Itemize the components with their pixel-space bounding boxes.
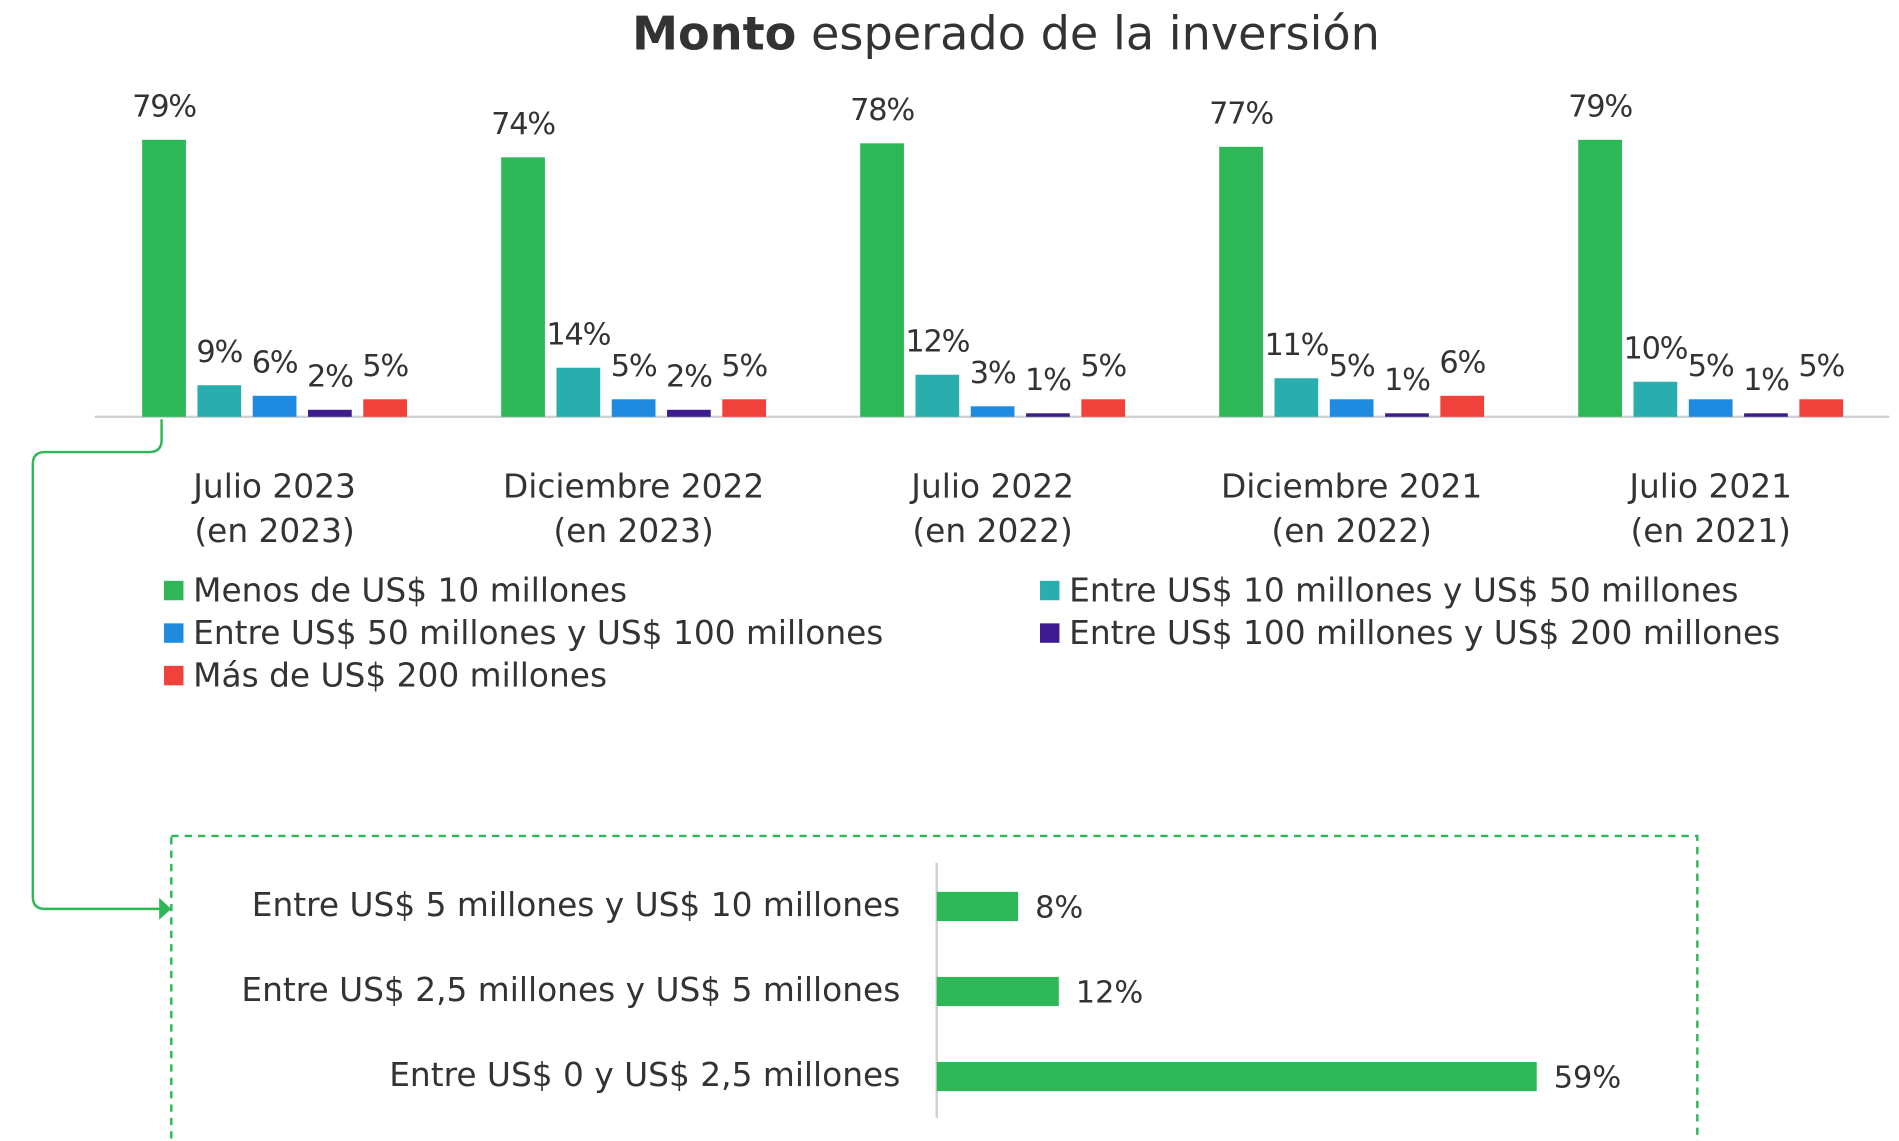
category-label: Diciembre 2022 (en 2023) (503, 467, 764, 550)
bar (1219, 146, 1263, 417)
value-label: 10% (1623, 332, 1687, 367)
bar (1081, 399, 1126, 417)
legend-swatch (1040, 623, 1060, 643)
value-label: 12% (1076, 975, 1143, 1010)
value-label: 78% (850, 93, 914, 128)
bar (1744, 413, 1788, 417)
value-label: 5% (611, 349, 657, 384)
connector-arrow (159, 897, 172, 920)
category-line: (en 2023) (553, 512, 713, 550)
legend-label: Entre US$ 100 millones y US$ 200 millone… (1069, 614, 1780, 652)
category-line: Julio 2021 (1627, 467, 1792, 505)
bar (197, 385, 242, 417)
legend-swatch (164, 665, 184, 686)
value-label: 77% (1209, 97, 1273, 132)
value-label: 3% (970, 356, 1016, 391)
category-label: Diciembre 2021 (en 2022) (1221, 467, 1482, 550)
bar (1633, 381, 1678, 417)
value-label: 11% (1264, 328, 1328, 363)
bar (860, 143, 904, 417)
category-label: Julio 2023 (en 2023) (191, 467, 356, 550)
bar (970, 406, 1015, 417)
bar (1440, 395, 1485, 417)
value-label: 74% (491, 107, 555, 142)
category-label: Entre US$ 5 millones y US$ 10 millones (252, 886, 900, 924)
bar (1688, 399, 1733, 417)
value-label: 5% (1798, 349, 1844, 384)
title-rest: esperado de la inversión (796, 6, 1380, 60)
value-label: 6% (1439, 346, 1485, 381)
legend-label: Menos de US$ 10 millones (193, 571, 627, 609)
bar (142, 139, 186, 417)
title-bold: Monto (632, 6, 796, 60)
value-label: 79% (1568, 90, 1632, 125)
bar (667, 409, 711, 417)
value-label: 1% (1025, 363, 1071, 398)
bar (936, 1061, 1537, 1092)
value-label: 2% (666, 360, 712, 395)
bar (363, 399, 408, 417)
legend-label: Entre US$ 50 millones y US$ 100 millones (193, 614, 883, 652)
value-label: 6% (252, 346, 298, 381)
value-label: 59% (1554, 1060, 1621, 1095)
bar (611, 399, 656, 417)
category-line: Julio 2023 (191, 467, 356, 505)
category-label: Entre US$ 2,5 millones y US$ 5 millones (241, 971, 900, 1009)
legend-swatch (1040, 580, 1060, 601)
bar (936, 976, 1059, 1007)
category-line: (en 2022) (912, 512, 1072, 550)
value-label: 14% (546, 318, 610, 353)
bar (1026, 413, 1070, 417)
category-label: Julio 2022 (en 2022) (909, 467, 1074, 550)
category-line: Diciembre 2021 (1221, 467, 1482, 505)
bar (307, 409, 352, 417)
category-label: Julio 2021 (en 2021) (1627, 467, 1792, 550)
legend-label: Más de US$ 200 millones (193, 656, 607, 694)
value-label: 5% (1080, 349, 1126, 384)
chart-title: Monto esperado de la inversión (632, 6, 1380, 60)
value-label: 2% (307, 360, 353, 395)
value-label: 1% (1384, 363, 1430, 398)
category-label: Entre US$ 0 y US$ 2,5 millones (389, 1056, 900, 1094)
bar (936, 891, 1019, 922)
legend-swatch (164, 580, 184, 601)
value-label: 79% (132, 90, 196, 125)
bar (1799, 399, 1844, 417)
bar (1578, 139, 1622, 417)
category-line: Julio 2022 (909, 467, 1074, 505)
legend-label: Entre US$ 10 millones y US$ 50 millones (1069, 571, 1738, 609)
value-label: 5% (362, 349, 408, 384)
value-label: 1% (1743, 363, 1789, 398)
bar (915, 374, 960, 417)
bar (722, 399, 767, 417)
legend-swatch (164, 623, 184, 643)
bar (556, 367, 601, 417)
value-label: 12% (905, 325, 969, 360)
category-line: (en 2021) (1630, 512, 1790, 550)
category-line: Diciembre 2022 (503, 467, 764, 505)
detail-box (170, 834, 1699, 1141)
category-line: (en 2022) (1271, 512, 1431, 550)
value-label: 5% (1688, 349, 1734, 384)
value-label: 8% (1035, 890, 1083, 925)
category-line: (en 2023) (194, 512, 354, 550)
bar (1385, 413, 1429, 417)
bar (501, 157, 545, 417)
bar (1329, 399, 1374, 417)
value-label: 5% (1329, 349, 1375, 384)
connector (31, 419, 163, 911)
bar (252, 395, 297, 417)
value-label: 5% (721, 349, 767, 384)
bar (1274, 378, 1319, 417)
value-label: 9% (196, 335, 242, 370)
